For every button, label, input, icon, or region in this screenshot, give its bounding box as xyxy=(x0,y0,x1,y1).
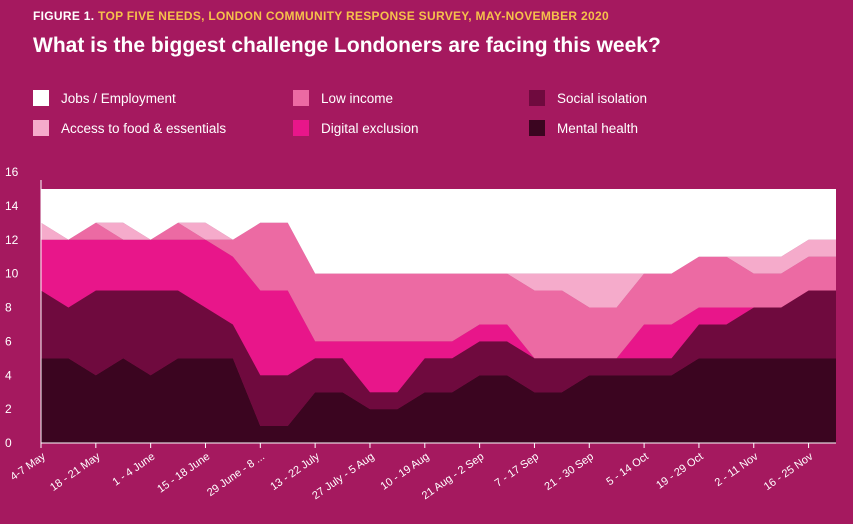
area-jobs-employment xyxy=(41,188,836,274)
y-tick-label: 4 xyxy=(5,368,12,382)
y-tick-label: 14 xyxy=(5,199,19,213)
x-tick-label: 16 - 25 Nov xyxy=(762,450,816,493)
area-access-to-food-essentials xyxy=(41,222,836,308)
legend-swatch xyxy=(529,90,545,106)
legend-label: Low income xyxy=(321,90,394,106)
legend-item-jobs: Jobs / Employment xyxy=(33,89,176,107)
x-tick-label: 1 - 4 June xyxy=(110,451,157,489)
y-tick-label: 0 xyxy=(5,436,12,450)
legend-label: Access to food & essentials xyxy=(61,120,227,136)
legend-item-mental-health: Mental health xyxy=(529,119,638,137)
legend-label: Jobs / Employment xyxy=(61,90,176,106)
chart-title: What is the biggest challenge Londoners … xyxy=(33,34,661,57)
legend-label: Social isolation xyxy=(557,90,648,106)
x-tick-label: 7 - 17 Sep xyxy=(493,451,541,490)
legend-item-social-isolation: Social isolation xyxy=(529,89,647,107)
legend-item-access-food: Access to food & essentials xyxy=(33,119,226,137)
y-tick-label: 12 xyxy=(5,233,19,247)
figure-prefix: FIGURE 1. xyxy=(33,9,95,23)
y-tick-label: 6 xyxy=(5,334,12,348)
area-mental-health xyxy=(41,358,836,443)
legend-item-digital-exclusion: Digital exclusion xyxy=(293,119,419,137)
x-tick-label: 5 - 14 Oct xyxy=(604,451,650,489)
y-tick-label: 8 xyxy=(5,301,12,315)
area-digital-exclusion xyxy=(41,239,836,393)
y-tick-label: 10 xyxy=(5,267,19,281)
legend-swatch xyxy=(293,90,309,106)
x-tick-label: 13 - 22 July xyxy=(268,450,322,493)
legend-item-low-income: Low income xyxy=(293,89,393,107)
legend-swatch xyxy=(293,120,309,136)
figure-label: FIGURE 1. TOP FIVE NEEDS, LONDON COMMUNI… xyxy=(33,9,609,23)
legend-swatch xyxy=(33,120,49,136)
x-tick-label: 4-7 May xyxy=(8,450,48,483)
x-tick-label: 2 - 11 Nov xyxy=(713,450,761,489)
x-tick-label: 29 June - 8 ... xyxy=(205,451,267,499)
x-tick-label: 18 - 21 May xyxy=(48,450,103,493)
y-tick-label: 2 xyxy=(5,402,12,416)
x-tick-label: 10 - 19 Aug xyxy=(379,451,432,493)
x-tick-label: 15 - 18 June xyxy=(155,451,212,496)
x-tick-label: 19 - 29 Oct xyxy=(654,451,705,492)
legend-swatch xyxy=(33,90,49,106)
y-tick-label: 16 xyxy=(5,165,19,179)
figure-caption: TOP FIVE NEEDS, LONDON COMMUNITY RESPONS… xyxy=(98,9,609,23)
x-tick-label: 21 - 30 Sep xyxy=(543,451,596,493)
area-low-income xyxy=(41,222,836,359)
legend-swatch xyxy=(529,120,545,136)
legend-label: Digital exclusion xyxy=(321,120,419,136)
legend-label: Mental health xyxy=(557,120,639,136)
